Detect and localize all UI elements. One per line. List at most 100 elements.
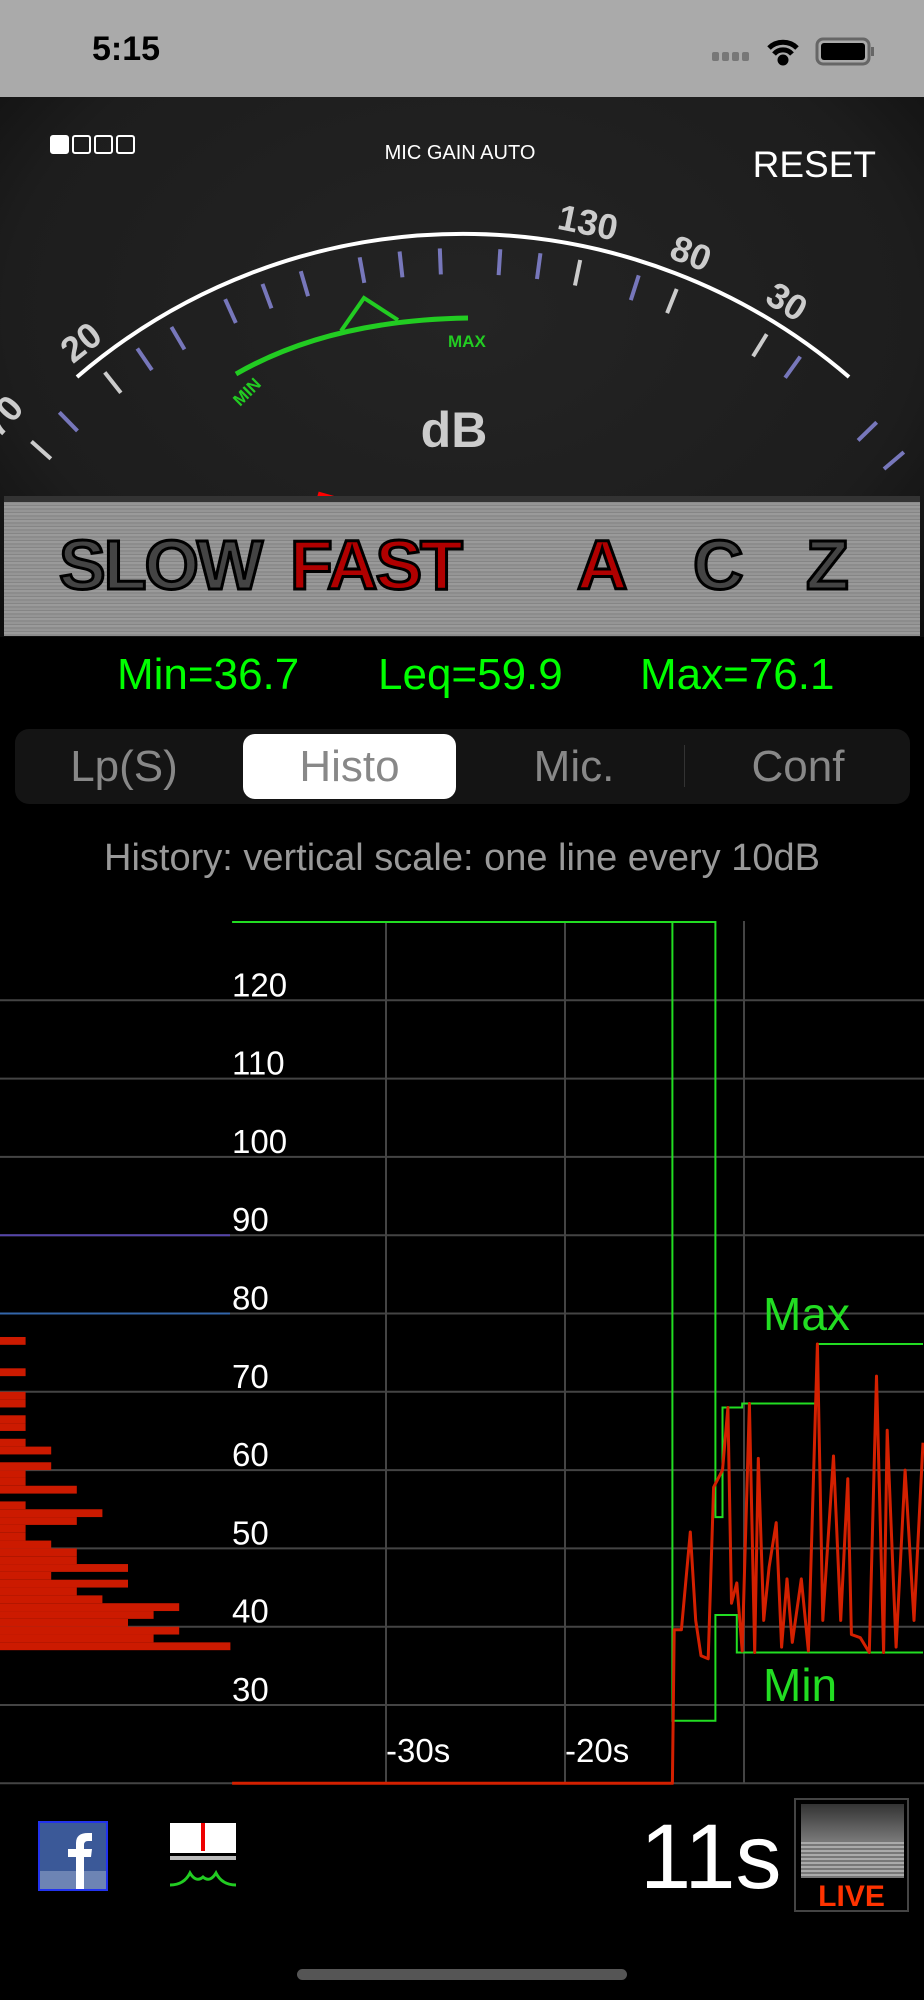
dial-tick	[751, 333, 769, 358]
meter-dial: MIC GAIN AUTO RESET 20304050607080901001…	[0, 135, 906, 497]
min-stat: Min=36.7	[117, 650, 300, 699]
histogram-bar	[0, 1501, 26, 1510]
dial-tick	[397, 251, 405, 278]
histogram-bar	[0, 1399, 26, 1408]
live-slider-handle[interactable]	[801, 1840, 904, 1878]
live-label: LIVE	[818, 1880, 885, 1913]
histogram-bar	[0, 1571, 52, 1580]
dial-tick	[357, 256, 367, 284]
dial-tick	[30, 440, 53, 461]
live-button[interactable]: LIVE	[794, 1798, 909, 1913]
histogram-bar	[0, 1618, 128, 1627]
dial-tick	[534, 252, 543, 280]
x-tick-label: -30s	[386, 1732, 450, 1769]
y-tick-label: 80	[232, 1280, 269, 1317]
history-chart: 30 40 50 60 70 80 90 100 110 120 -30s -20s Max Min	[0, 921, 924, 1785]
histogram-bar	[0, 1462, 52, 1471]
tab-conf[interactable]: Conf	[751, 742, 845, 791]
dial-tick	[169, 325, 187, 351]
tab-histo[interactable]: Histo	[299, 742, 400, 791]
histogram-bar	[0, 1423, 26, 1431]
histogram-bar	[0, 1391, 26, 1400]
y-tick-label: 110	[232, 1045, 285, 1082]
histogram-bar	[0, 1470, 26, 1478]
dial-tick	[298, 270, 310, 297]
tab-mic[interactable]: Mic.	[533, 742, 615, 791]
histogram-bar	[0, 1540, 52, 1549]
histogram-bar	[0, 1626, 180, 1635]
dial-label: 70	[0, 387, 31, 444]
histogram-bar	[0, 1509, 103, 1518]
dial-label: 20	[52, 314, 109, 371]
y-tick-label: 120	[232, 966, 287, 1003]
dial-tick	[882, 450, 906, 471]
selected-tab-highlight	[243, 734, 456, 799]
histogram-bar	[0, 1603, 180, 1612]
reset-button[interactable]: RESET	[753, 144, 876, 185]
dial-tick	[496, 249, 503, 276]
x-tick-label: -20s	[565, 1732, 629, 1769]
leq-marker-icon	[339, 295, 400, 333]
a-weighting-button[interactable]: A	[576, 525, 630, 606]
min-max-arc	[234, 315, 469, 377]
histogram-bar	[0, 1556, 77, 1565]
fast-button[interactable]: FAST	[289, 525, 465, 606]
unit-label: dB	[421, 402, 488, 458]
status-icons	[712, 37, 874, 66]
histogram-bar	[0, 1524, 26, 1533]
histogram-bar	[0, 1517, 77, 1525]
max-label: Max	[763, 1288, 850, 1340]
home-indicator[interactable]	[297, 1969, 627, 1980]
weighting-bar	[4, 496, 920, 636]
tab-bar	[15, 729, 910, 804]
histogram-bar	[0, 1642, 231, 1651]
tab-lp-s[interactable]: Lp(S)	[70, 742, 178, 791]
elapsed-time: 11s	[640, 1806, 782, 1908]
c-weighting-button[interactable]: C	[692, 525, 746, 606]
histogram-bar	[0, 1368, 26, 1377]
histogram-bar	[0, 1634, 154, 1643]
page-dot	[72, 135, 91, 154]
dial-tick	[260, 283, 274, 309]
dial-tick	[783, 355, 802, 379]
slow-button[interactable]: SLOW	[58, 525, 265, 606]
y-tick-label: 40	[232, 1593, 269, 1630]
dial-tick	[665, 288, 679, 314]
max-marker-label: MAX	[448, 332, 486, 351]
y-tick-label: 90	[232, 1201, 269, 1238]
histogram-bar	[0, 1587, 77, 1596]
y-tick-label: 50	[232, 1514, 269, 1551]
status-bar: 5:15	[0, 0, 924, 97]
histogram-bar	[0, 1564, 128, 1572]
y-tick-label: 60	[232, 1436, 269, 1473]
dial-tick	[437, 248, 443, 275]
histogram-bar	[0, 1611, 154, 1619]
meter-app-icon[interactable]	[170, 1823, 236, 1887]
battery-icon	[815, 37, 874, 66]
page-dot	[94, 135, 113, 154]
history-caption: History: vertical scale: one line every …	[104, 837, 820, 879]
dial-tick	[57, 410, 79, 433]
dial-tick	[572, 259, 583, 286]
dial-tick	[856, 420, 879, 442]
wifi-icon	[767, 39, 799, 66]
histogram-bar	[0, 1438, 26, 1447]
histogram-bar	[0, 1579, 128, 1588]
histogram-bar	[0, 1336, 26, 1345]
live-slider-track	[801, 1804, 904, 1840]
page-dot	[50, 135, 69, 154]
histogram-bar	[0, 1415, 26, 1424]
histogram-bar	[0, 1595, 103, 1604]
min-marker-label: MIN	[229, 374, 264, 409]
level-trace	[232, 1342, 924, 1785]
z-weighting-button[interactable]: Z	[805, 525, 851, 606]
dial-tick	[103, 371, 123, 395]
y-tick-label: 100	[232, 1123, 287, 1160]
histogram-bar	[0, 1548, 77, 1557]
dial-arc	[75, 231, 851, 379]
page-indicator[interactable]	[50, 135, 135, 154]
page-dot	[116, 135, 135, 154]
leq-stat: Leq=59.9	[378, 650, 563, 699]
facebook-icon[interactable]	[38, 1821, 108, 1891]
signal-icon	[712, 52, 749, 61]
